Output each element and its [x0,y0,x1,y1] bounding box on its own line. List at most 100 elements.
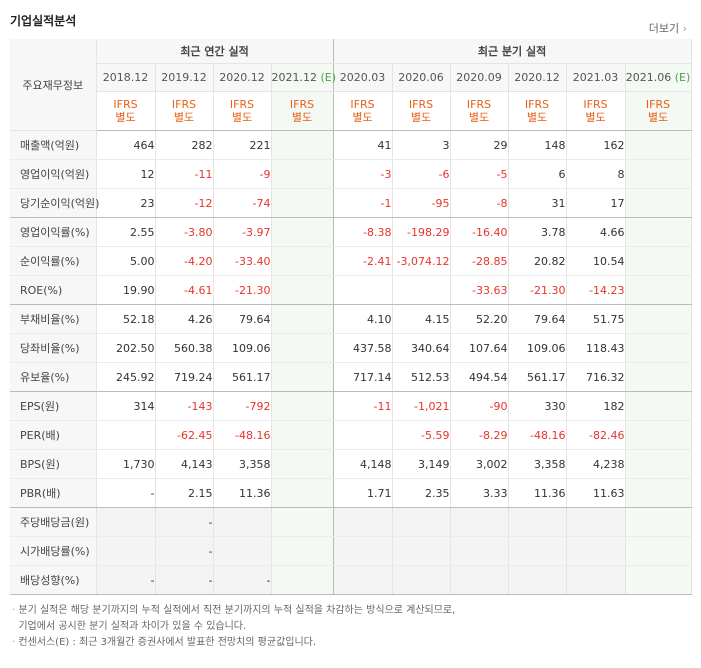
table-cell: 3 [392,130,451,160]
accounting-standard: IFRS 별도 [213,91,272,131]
table-cell: 4.10 [333,304,393,334]
table-cell: -21.30 [213,275,272,305]
separate-label: 별도 [231,111,253,124]
period-label: 2020.12 [514,71,560,84]
table-cell: -5 [450,159,509,189]
table-cell: -4.61 [155,275,214,305]
accounting-standard: IFRS 별도 [96,91,156,131]
table-cell: -5.59 [392,420,451,450]
table-cell: 245.92 [96,362,156,392]
table-cell [271,478,334,508]
period-label: 2020.09 [456,71,502,84]
table-row: 순이익률(%) 5.00 -4.20 -33.40 -2.41 -3,074.12 -28.… [10,246,692,276]
table-cell: 109.06 [213,333,272,363]
table-cell: -3.97 [213,217,272,247]
table-cell: 10.54 [566,246,626,276]
table-cell [625,217,692,247]
accounting-standard: IFRS 별도 [392,91,451,131]
table-cell: 162 [566,130,626,160]
table-cell: -8 [450,188,509,218]
more-link[interactable]: 더보기 › [649,20,687,36]
table-cell [450,536,509,566]
table-cell: -1,021 [392,391,451,421]
table-cell: -792 [213,391,272,421]
ifrs-label: IFRS [645,98,671,111]
table-cell [625,536,692,566]
table-cell: 29 [450,130,509,160]
table-cell [271,333,334,363]
separate-label: 별도 [410,111,432,124]
table-cell: 716.32 [566,362,626,392]
separate-label: 별도 [173,111,195,124]
table-cell: 2.55 [96,217,156,247]
table-cell: -8.38 [333,217,393,247]
table-cell: 2.35 [392,478,451,508]
table-cell: 182 [566,391,626,421]
table-cell [625,333,692,363]
period-header: 2021.03 [566,63,626,92]
footnote-1-cont: 기업에서 공시한 분기 실적과 차이가 있을 수 있습니다. [12,619,455,635]
table-row: 부채비율(%) 52.18 4.26 79.64 4.10 4.15 52.20 79.64 5… [10,304,692,334]
table-cell: 19.90 [96,275,156,305]
ifrs-label: IFRS [171,98,197,111]
separate-label: 별도 [291,111,313,124]
accounting-standard: IFRS 별도 [625,91,692,131]
separate-label: 별도 [468,111,490,124]
table-row: PER(배) -62.45 -48.16 -5.59 -8.29 -48.16 -82.46 [10,420,692,450]
table-cell [625,478,692,508]
table-cell: -4.20 [155,246,214,276]
row-label: EPS(원) [10,391,97,421]
table-cell: 52.20 [450,304,509,334]
accounting-standard: IFRS 별도 [271,91,334,131]
table-cell [450,565,509,595]
row-label: 주당배당금(원) [10,507,97,537]
row-label: 영업이익(억원) [10,159,97,189]
table-cell: 20.82 [508,246,567,276]
table-cell: 282 [155,130,214,160]
ifrs-label: IFRS [524,98,550,111]
table-cell: 4,148 [333,449,393,479]
table-cell: 51.75 [566,304,626,334]
row-label: 부채비율(%) [10,304,97,334]
footnote-1-text: 분기 실적은 해당 분기까지의 누적 실적에서 직전 분기까지의 누적 실적을 … [18,605,456,616]
table-cell [271,565,334,595]
footnote-2: · 컨센서스(E) : 최근 3개월간 증권사에서 발표한 전망치의 평균값입니… [12,637,317,648]
table-cell [625,362,692,392]
table-cell [625,391,692,421]
ifrs-label: IFRS [289,98,315,111]
table-cell: 3,149 [392,449,451,479]
table-cell [271,304,334,334]
table-row: 유보율(%) 245.92 719.24 561.17 717.14 512.53 494.… [10,362,692,392]
table-cell [271,130,334,160]
table-cell: -90 [450,391,509,421]
chevron-right-icon: › [682,22,687,35]
period-header: 2021.06 (E) [625,63,692,92]
table-cell: -3 [333,159,393,189]
table-cell [392,275,451,305]
table-cell: -21.30 [508,275,567,305]
table-cell: -6 [392,159,451,189]
table-cell: 464 [96,130,156,160]
table-cell: 4.26 [155,304,214,334]
row-label: 당좌비율(%) [10,333,97,363]
table-cell [566,565,626,595]
table-cell [333,275,393,305]
ifrs-label: IFRS [583,98,608,111]
table-cell: 717.14 [333,362,393,392]
table-cell [625,130,692,160]
table-cell: -33.40 [213,246,272,276]
table-cell: -3,074.12 [392,246,451,276]
table-cell: 3,358 [508,449,567,479]
table-cell: -143 [155,391,214,421]
table-cell: 148 [508,130,567,160]
table-row: ROE(%) 19.90 -4.61 -21.30 -33.63 -21.30 -14.23 [10,275,692,305]
table-cell [566,536,626,566]
table-cell: 4,143 [155,449,214,479]
table-cell: 41 [333,130,393,160]
table-cell: -82.46 [566,420,626,450]
footnote-1-cont-text: 기업에서 공시한 분기 실적과 차이가 있을 수 있습니다. [18,621,247,632]
quarter-header: 최근 분기 실적 [333,39,692,64]
table-cell [96,536,156,566]
table-cell: 79.64 [508,304,567,334]
table-cell: 17 [566,188,626,218]
